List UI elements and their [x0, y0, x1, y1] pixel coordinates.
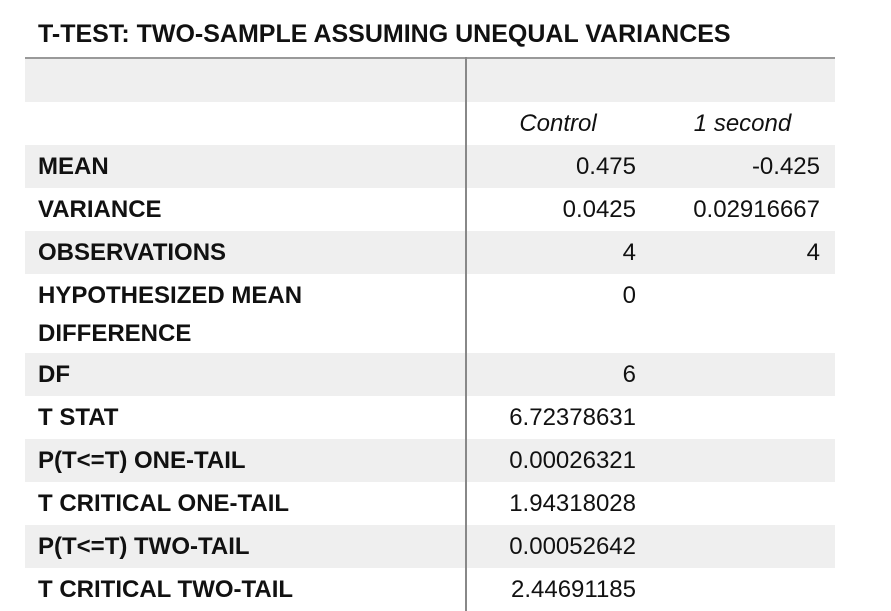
cell-value: 4 — [622, 239, 636, 266]
table-row: P(T<=T) ONE-TAIL 0.00026321 — [25, 439, 835, 482]
value-cell: 4 — [650, 231, 835, 274]
value-cell: 0.475 — [466, 145, 650, 188]
table-title: T-TEST: TWO-SAMPLE ASSUMING UNEQUAL VARI… — [38, 20, 731, 48]
header-cell — [25, 102, 466, 145]
cell-value: 6.72378631 — [509, 404, 636, 431]
row-label-cell: T CRITICAL ONE-TAIL — [25, 482, 466, 525]
row-label: HYPOTHESIZED MEAN DIFFERENCE — [38, 282, 303, 347]
column-divider — [465, 57, 467, 611]
table-row: T STAT 6.72378631 — [25, 396, 835, 439]
cell-value: 4 — [806, 239, 820, 266]
value-cell: 6 — [466, 353, 650, 396]
row-label: T CRITICAL TWO-TAIL — [38, 576, 294, 603]
table-row: HYPOTHESIZED MEAN DIFFERENCE 0 — [25, 274, 835, 353]
value-cell: 4 — [466, 231, 650, 274]
row-label-cell: MEAN — [25, 145, 466, 188]
row-label: T STAT — [38, 404, 119, 431]
row-label-cell: HYPOTHESIZED MEAN DIFFERENCE — [25, 274, 466, 353]
table-row: OBSERVATIONS 4 4 — [25, 231, 835, 274]
cell-value: 1.94318028 — [509, 490, 636, 517]
table-row: T CRITICAL TWO-TAIL 2.44691185 — [25, 568, 835, 611]
row-label: VARIANCE — [38, 196, 162, 223]
stats-table: Control 1 second MEAN 0.475 -0.425 VARIANCE 0.… — [25, 57, 835, 611]
table-row: MEAN 0.475 -0.425 — [25, 145, 835, 188]
column-header: Control — [519, 110, 597, 137]
cell-value: 0 — [622, 282, 636, 309]
row-label: MEAN — [38, 153, 109, 180]
value-cell: 0.00052642 — [466, 525, 650, 568]
cell-value: 0.02916667 — [693, 196, 820, 223]
table-row: T CRITICAL ONE-TAIL 1.94318028 — [25, 482, 835, 525]
row-label: P(T<=T) ONE-TAIL — [38, 447, 246, 474]
value-cell — [650, 353, 835, 396]
value-cell — [650, 568, 835, 611]
row-label-cell: VARIANCE — [25, 188, 466, 231]
value-cell — [650, 439, 835, 482]
value-cell: -0.425 — [650, 145, 835, 188]
cell-value: 6 — [622, 361, 636, 388]
cell-value: 2.44691185 — [510, 576, 636, 603]
blank-row — [25, 59, 835, 102]
row-label-cell: T CRITICAL TWO-TAIL — [25, 568, 466, 611]
row-label-cell: T STAT — [25, 396, 466, 439]
row-label: T CRITICAL ONE-TAIL — [38, 490, 290, 517]
value-cell — [650, 525, 835, 568]
column-header: 1 second — [693, 110, 792, 137]
row-label: OBSERVATIONS — [38, 239, 227, 266]
value-cell: 6.72378631 — [466, 396, 650, 439]
value-cell: 0 — [466, 274, 650, 353]
row-label-cell: OBSERVATIONS — [25, 231, 466, 274]
value-cell: 0.00026321 — [466, 439, 650, 482]
row-label-cell: DF — [25, 353, 466, 396]
value-cell: 0.0425 — [466, 188, 650, 231]
table-row: P(T<=T) TWO-TAIL 0.00052642 — [25, 525, 835, 568]
cell-value: 0.00026321 — [509, 447, 636, 474]
cell-value: -0.425 — [751, 153, 820, 180]
table-row: VARIANCE 0.0425 0.02916667 — [25, 188, 835, 231]
value-cell: 1.94318028 — [466, 482, 650, 525]
value-cell — [650, 274, 835, 353]
value-cell — [650, 482, 835, 525]
cell-value: 0.0425 — [562, 196, 636, 223]
cell-value: 0.00052642 — [509, 533, 636, 560]
value-cell — [650, 396, 835, 439]
table-row: DF 6 — [25, 353, 835, 396]
value-cell: 0.02916667 — [650, 188, 835, 231]
row-label-cell: P(T<=T) TWO-TAIL — [25, 525, 466, 568]
row-label-cell: P(T<=T) ONE-TAIL — [25, 439, 466, 482]
row-label: P(T<=T) TWO-TAIL — [38, 533, 250, 560]
cell-value: 0.475 — [575, 153, 636, 180]
header-row: Control 1 second — [25, 102, 835, 145]
value-cell: 2.44691185 — [466, 568, 650, 611]
row-label: DF — [38, 361, 70, 388]
